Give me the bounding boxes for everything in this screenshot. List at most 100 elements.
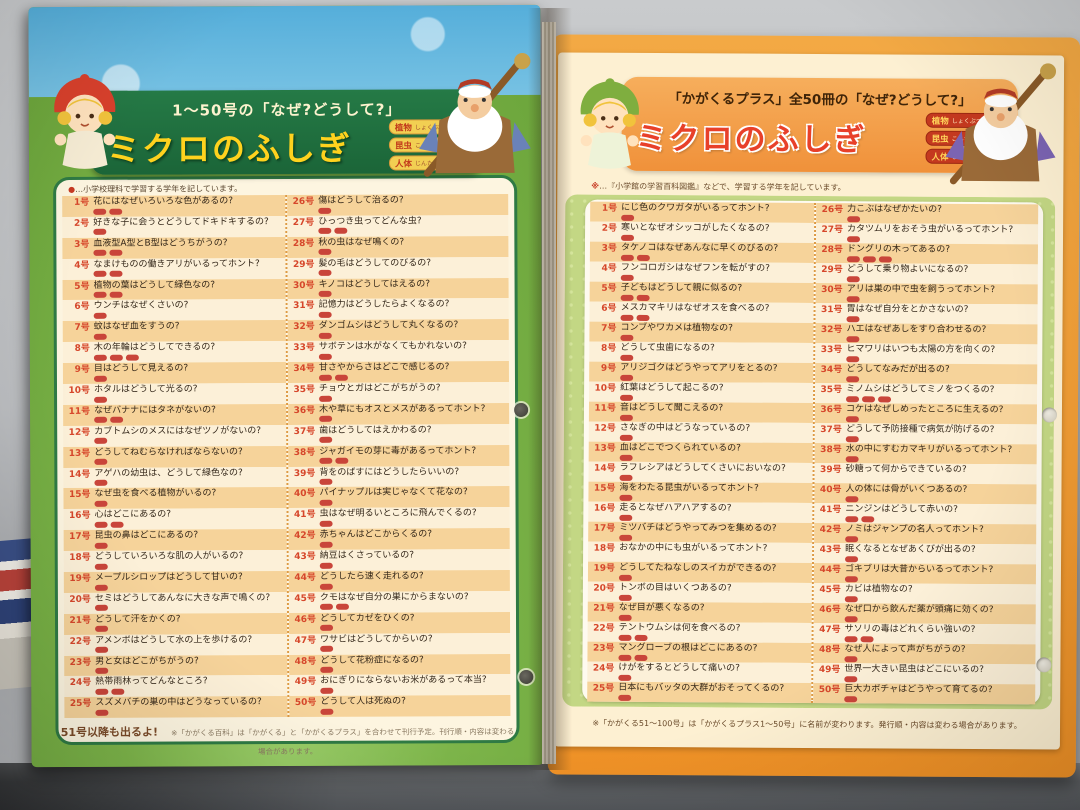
list-item: 41号 虫はなぜ明るいところに飛んでくるの? xyxy=(288,507,510,530)
issue-number: 3号 xyxy=(74,239,90,250)
girl-character-illustration xyxy=(580,78,639,169)
grade-tags xyxy=(319,604,469,611)
list-item: 26号 力こぶはなぜかたいの? xyxy=(816,203,1039,225)
grade-tags xyxy=(94,458,243,466)
list-item: 49号 世界一大きい昆虫はどこにいるの? xyxy=(813,663,1036,685)
grade-tags xyxy=(319,457,476,465)
question-text: 世界一大きい昆虫はどこにいるの? xyxy=(844,664,984,676)
list-item: 37号 どうして予防接種で病気が防げるの? xyxy=(814,423,1037,445)
list-item: 12号 カブトムシのメスにはなぜツノがないの? xyxy=(63,424,287,447)
grade-tag xyxy=(619,514,633,521)
issue-number: 7号 xyxy=(74,323,90,334)
list-item: 50号 巨大カボチャはどうやって育てるの? xyxy=(813,683,1036,705)
question-text: どうして予防接種で病気が防げるの? xyxy=(845,424,995,436)
issue-number: 37号 xyxy=(820,425,842,436)
grade-tag xyxy=(618,694,632,701)
grade-tags xyxy=(318,249,404,256)
issue-number: 35号 xyxy=(820,385,843,396)
grade-tag xyxy=(318,269,332,277)
list-item: 34号 どうしてなみだが出るの? xyxy=(815,363,1038,385)
issue-number: 36号 xyxy=(293,405,316,416)
question-text: 力こぶはなぜかたいの? xyxy=(847,204,943,215)
grade-tag xyxy=(319,562,333,569)
note-bullet-icon: ● xyxy=(68,184,76,194)
left-question-index-card: ●…小学校理科で学習する学年を記しています。 1号 花にはなぜいろいろな色がある… xyxy=(53,174,520,756)
question-text: どうしてたねなしのスイカができるの? xyxy=(618,562,777,574)
question-text: どうして乗り物よいになるの? xyxy=(846,264,969,275)
issue-number: 25号 xyxy=(69,699,92,710)
note-bullet-icon: ※ xyxy=(591,181,600,191)
grade-tag xyxy=(110,417,124,424)
issue-number: 35号 xyxy=(293,384,316,395)
grade-tag xyxy=(318,228,332,235)
grade-tag xyxy=(845,455,859,462)
grade-tag xyxy=(109,354,123,361)
issue-number: 40号 xyxy=(819,485,842,496)
issue-number: 48号 xyxy=(818,645,841,656)
issue-number: 2号 xyxy=(74,218,90,229)
grade-tags xyxy=(846,235,1013,244)
grade-tag xyxy=(847,215,861,222)
grade-tags xyxy=(844,595,913,603)
grade-tags xyxy=(846,255,950,263)
grade-tag xyxy=(318,311,332,318)
upcoming-issues-text: 51号以降も出るよ! xyxy=(60,725,159,740)
grade-tag xyxy=(319,416,333,423)
list-item: 15号 なぜ虫を食べる植物がいるの? xyxy=(63,487,287,510)
list-item: 49号 おにぎりにならないお米があるって本当? xyxy=(289,674,511,697)
question-text: 寒いとなぜオシッコがしたくなるの? xyxy=(621,222,770,234)
list-item: 39号 砂糖って何からできているの? xyxy=(814,463,1037,485)
list-item: 34号 甘さやからさはどこで感じるの? xyxy=(287,361,509,384)
grade-tags xyxy=(847,215,942,223)
grade-tags xyxy=(619,414,723,421)
grade-tag xyxy=(620,234,635,241)
issue-number: 43号 xyxy=(294,552,316,563)
grade-tag xyxy=(620,274,634,281)
grade-tags xyxy=(95,688,207,695)
list-item: 23号 男と女はどこがちがうの? xyxy=(64,654,288,677)
grade-tags xyxy=(319,478,459,485)
list-item: 10号 ホタルはどうして光るの? xyxy=(62,383,287,405)
question-text: どうしていろいろな肌の人がいるの? xyxy=(94,551,244,562)
grade-tag xyxy=(319,437,333,444)
question-text: ヒマワリはいつも太陽の方を向くの? xyxy=(846,344,996,356)
grade-tags xyxy=(844,655,965,663)
dotted-green-panel: 1号 にじ色のクワガタがいるってホント? 2号 寒いとなぜオシッコがし xyxy=(562,194,1056,710)
list-item: 14号 ラフレシアはどうしてくさいにおいなの? xyxy=(588,461,813,483)
list-item: 24号 熱帯雨林ってどんなところ? xyxy=(64,675,288,698)
issue-number: 45号 xyxy=(819,585,841,596)
question-text: 赤ちゃんはどこからくるの? xyxy=(319,529,432,541)
grade-tag xyxy=(110,521,124,528)
list-item: 33号 サボテンは水がなくてもかれないの? xyxy=(287,340,509,363)
question-text: コケはなぜしめったところに生えるの? xyxy=(845,404,1004,416)
question-text: どうして虫歯になるの? xyxy=(620,342,715,354)
grade-tags xyxy=(621,214,769,221)
grade-tags xyxy=(93,312,189,319)
grade-tags xyxy=(319,437,431,444)
grade-tags xyxy=(319,395,441,402)
issue-number: 47号 xyxy=(294,635,317,646)
list-item: 7号 コンブやワカメは植物なの? xyxy=(589,321,814,343)
grade-tag xyxy=(319,499,333,506)
issue-number: 9号 xyxy=(74,364,90,376)
question-text: 熱帯雨林ってどんなところ? xyxy=(95,676,208,688)
issue-number: 24号 xyxy=(592,663,615,674)
question-text: おなかの中にも虫がいるってホント? xyxy=(619,542,768,554)
list-item: 46号 どうしてカゼをひくの? xyxy=(288,611,511,634)
grade-tag xyxy=(318,374,332,381)
issue-number: 50号 xyxy=(294,698,317,709)
issue-number: 31号 xyxy=(821,305,843,316)
issue-number: 22号 xyxy=(69,636,92,647)
issue-number: 25号 xyxy=(592,683,615,694)
issue-number: 49号 xyxy=(294,677,317,688)
grade-tag xyxy=(95,667,109,674)
list-item: 18号 どうしていろいろな肌の人がいるの? xyxy=(63,550,287,573)
list-item: 31号 胃はなぜ自分をとかさないの? xyxy=(815,303,1038,325)
question-text: サソリの毒はどれくらい強いの? xyxy=(844,624,976,635)
grade-tags xyxy=(318,269,431,277)
list-item: 23号 マングローブの根はどこにあるの? xyxy=(587,641,812,663)
list-item: 50号 どうして人は死ぬの? xyxy=(289,695,511,718)
grade-tag xyxy=(620,294,634,301)
list-item: 29号 髪の毛はどうしてのびるの? xyxy=(287,256,509,279)
grade-tags xyxy=(94,542,199,549)
